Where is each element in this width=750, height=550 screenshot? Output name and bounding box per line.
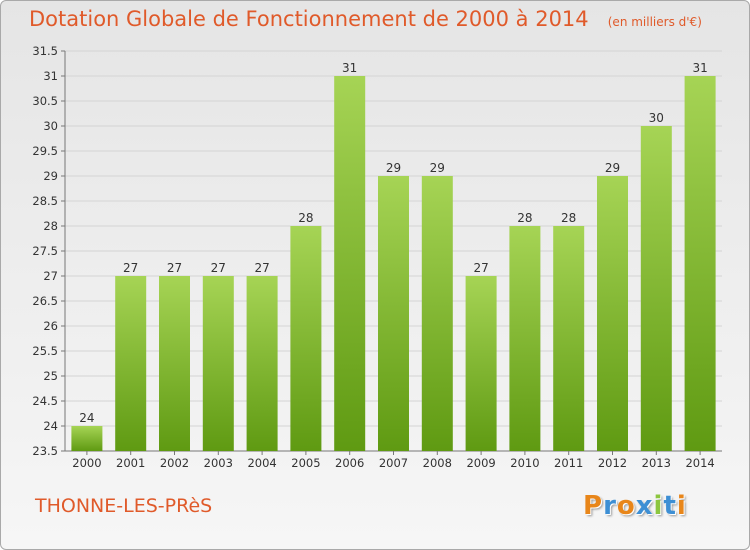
y-tick-label: 30	[43, 119, 58, 133]
y-tick-label: 29.5	[32, 144, 58, 158]
y-tick-label: 28.5	[32, 194, 58, 208]
logo-letter: i	[676, 491, 687, 521]
x-tick-label: 2008	[423, 456, 452, 470]
chart-subtitle: (en milliers d'€)	[607, 15, 702, 29]
bar-2003	[202, 276, 234, 451]
logo-letter: t	[663, 491, 677, 521]
logo-letter: r	[603, 491, 617, 521]
logo-letter: x	[635, 491, 654, 521]
y-tick-label: 31	[43, 69, 58, 83]
y-tick-label: 23.5	[32, 444, 58, 458]
data-label: 29	[386, 161, 401, 175]
data-label: 27	[211, 261, 226, 275]
bar-2010	[509, 226, 541, 451]
y-tick-label: 27.5	[32, 244, 58, 258]
bar-2013	[640, 126, 672, 451]
data-label: 30	[649, 111, 664, 125]
data-labels: 24 27 27 27 27 28 31 29 29 27 28 28 29 30 31	[79, 61, 707, 425]
y-tick-label: 26.5	[32, 294, 58, 308]
data-label: 29	[605, 161, 620, 175]
data-label: 24	[79, 411, 94, 425]
data-label: 27	[123, 261, 138, 275]
bar-2007	[378, 176, 409, 451]
x-tick-label: 2006	[335, 456, 364, 470]
y-tick-label: 26	[43, 319, 58, 333]
x-tick-label: 2010	[510, 456, 539, 470]
bar-2009	[465, 276, 497, 451]
y-tick-label: 27	[43, 269, 58, 283]
proxiti-logo: Proxiti	[583, 491, 687, 521]
data-label: 28	[561, 211, 576, 225]
x-tick-label: 2012	[598, 456, 627, 470]
bar-2000	[71, 426, 103, 451]
y-tick-label: 30.5	[32, 94, 58, 108]
data-label: 31	[692, 61, 707, 75]
data-label: 27	[167, 261, 182, 275]
y-tick-label: 29	[43, 169, 58, 183]
x-tick-label: 2005	[291, 456, 320, 470]
logo-letter: i	[653, 491, 664, 521]
x-tick-labels: 2000 2001 2002 2003 2004 2005 2006 2007 2008 2009…	[72, 456, 714, 470]
y-tick-label: 25.5	[32, 344, 58, 358]
x-tick-label: 2003	[204, 456, 233, 470]
y-tick-label: 24.5	[32, 394, 58, 408]
logo-letter: o	[616, 491, 636, 521]
x-tick-label: 2002	[160, 456, 189, 470]
x-tick-label: 2014	[685, 456, 714, 470]
y-tick-label: 25	[43, 369, 58, 383]
data-label: 27	[254, 261, 269, 275]
y-tick-label: 31.5	[32, 44, 58, 58]
title-row: Dotation Globale de Fonctionnement de 20…	[29, 7, 702, 31]
y-tick-label: 24	[43, 419, 58, 433]
x-tick-label: 2001	[116, 456, 145, 470]
y-tick-label: 28	[43, 219, 58, 233]
data-label: 31	[342, 61, 357, 75]
chart-title: Dotation Globale de Fonctionnement de 20…	[29, 7, 589, 31]
x-tick-label: 2004	[247, 456, 276, 470]
bar-2001	[115, 276, 147, 451]
data-label: 28	[298, 211, 313, 225]
x-tick-label: 2011	[554, 456, 583, 470]
data-label: 27	[473, 261, 488, 275]
bar-2011	[553, 226, 585, 451]
x-tick-label: 2009	[466, 456, 495, 470]
bar-2014	[684, 76, 716, 451]
x-tick-label: 2013	[642, 456, 671, 470]
bar-2006	[334, 76, 366, 451]
bar-2008	[421, 176, 453, 451]
bars	[71, 76, 716, 451]
bar-2002	[159, 276, 190, 451]
data-label: 29	[430, 161, 445, 175]
x-tick-label: 2000	[72, 456, 101, 470]
bar-2005	[290, 226, 322, 451]
logo-letter: P	[583, 491, 604, 521]
commune-name: THONNE-LES-PRèS	[35, 495, 213, 517]
data-label: 28	[517, 211, 532, 225]
bar-2004	[246, 276, 278, 451]
bar-2012	[597, 176, 628, 451]
y-tick-labels: 23.5 24 24.5 25 25.5 26 26.5 27 27.5 28 28.5 29 29.5…	[32, 44, 58, 458]
x-tick-label: 2007	[379, 456, 408, 470]
